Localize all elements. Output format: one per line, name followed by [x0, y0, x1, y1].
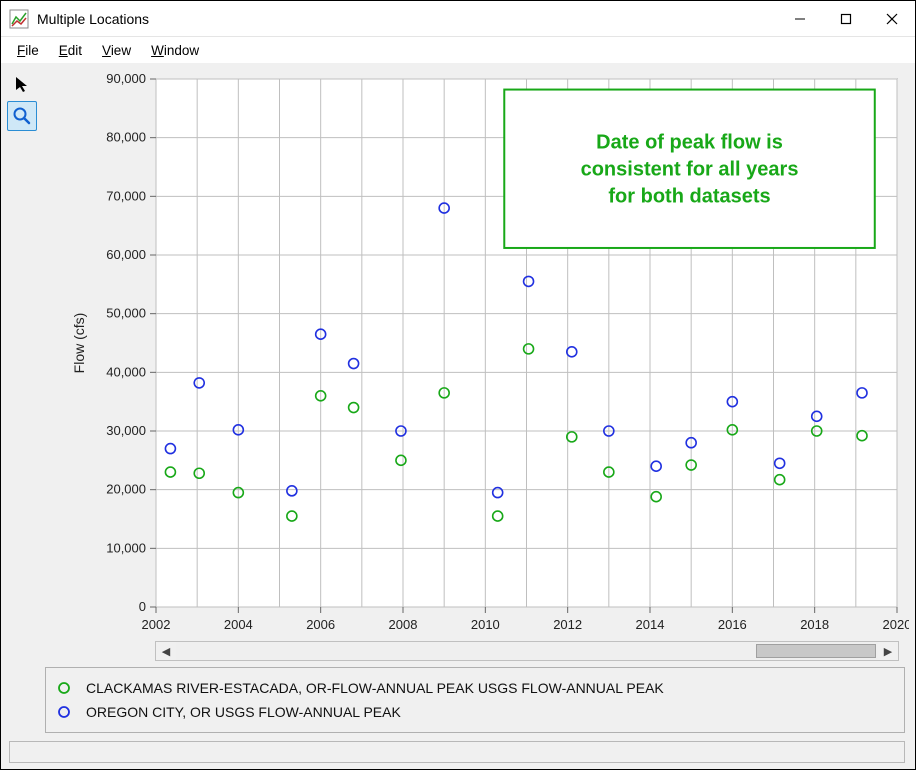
svg-text:2014: 2014: [636, 617, 665, 632]
menu-file[interactable]: File: [7, 41, 49, 60]
menu-window[interactable]: Window: [141, 41, 209, 60]
legend-panel: CLACKAMAS RIVER-ESTACADA, OR-FLOW-ANNUAL…: [45, 667, 905, 733]
svg-text:10,000: 10,000: [106, 540, 146, 555]
svg-text:70,000: 70,000: [106, 188, 146, 203]
svg-text:2006: 2006: [306, 617, 335, 632]
svg-text:0: 0: [139, 599, 146, 614]
svg-text:2004: 2004: [224, 617, 253, 632]
legend-item-oregoncity[interactable]: OREGON CITY, OR USGS FLOW-ANNUAL PEAK: [56, 700, 894, 724]
svg-text:2020: 2020: [883, 617, 909, 632]
maximize-button[interactable]: [823, 1, 869, 37]
legend-item-clackamas[interactable]: CLACKAMAS RIVER-ESTACADA, OR-FLOW-ANNUAL…: [56, 676, 894, 700]
scroll-right-arrow-icon[interactable]: ▶: [878, 642, 898, 660]
callout-text: for both datasets: [608, 185, 770, 207]
window-title: Multiple Locations: [37, 11, 777, 27]
minimize-button[interactable]: [777, 1, 823, 37]
svg-text:80,000: 80,000: [106, 130, 146, 145]
close-button[interactable]: [869, 1, 915, 37]
menu-edit[interactable]: Edit: [49, 41, 92, 60]
scroll-left-arrow-icon[interactable]: ◀: [156, 642, 176, 660]
svg-text:50,000: 50,000: [106, 306, 146, 321]
svg-text:2008: 2008: [389, 617, 418, 632]
callout-text: consistent for all years: [581, 158, 799, 180]
svg-text:2012: 2012: [553, 617, 582, 632]
zoom-tool-button[interactable]: [7, 101, 37, 131]
legend-label: OREGON CITY, OR USGS FLOW-ANNUAL PEAK: [86, 704, 401, 720]
menubar: FileEditViewWindow: [1, 37, 915, 63]
legend-label: CLACKAMAS RIVER-ESTACADA, OR-FLOW-ANNUAL…: [86, 680, 664, 696]
svg-text:60,000: 60,000: [106, 247, 146, 262]
left-toolbar: [5, 67, 41, 661]
app-window: Multiple Locations FileEditViewWindow: [0, 0, 916, 770]
svg-text:40,000: 40,000: [106, 364, 146, 379]
svg-text:2002: 2002: [142, 617, 171, 632]
svg-text:30,000: 30,000: [106, 423, 146, 438]
callout-box: Date of peak flow is consistent for all y…: [504, 90, 875, 248]
svg-text:2010: 2010: [471, 617, 500, 632]
callout-text: Date of peak flow is: [596, 131, 783, 153]
scroll-thumb[interactable]: [756, 644, 876, 658]
svg-text:2018: 2018: [800, 617, 829, 632]
plot-container: 0 10,000 20,000 30,000 40,000 50,000 60,000 70,…: [41, 67, 909, 661]
menu-view[interactable]: View: [92, 41, 141, 60]
status-bar: [9, 741, 905, 763]
svg-text:Flow (cfs): Flow (cfs): [71, 313, 87, 374]
horizontal-scrollbar[interactable]: ◀ ▶: [155, 641, 899, 661]
titlebar: Multiple Locations: [1, 1, 915, 37]
scroll-track[interactable]: [176, 642, 878, 660]
svg-text:2016: 2016: [718, 617, 747, 632]
legend-marker-icon: [56, 704, 72, 720]
legend-marker-icon: [56, 680, 72, 696]
svg-text:90,000: 90,000: [106, 71, 146, 86]
svg-text:20,000: 20,000: [106, 482, 146, 497]
chart-panel[interactable]: 0 10,000 20,000 30,000 40,000 50,000 60,000 70,…: [41, 67, 909, 641]
window-controls: [777, 1, 915, 37]
client-area: 0 10,000 20,000 30,000 40,000 50,000 60,000 70,…: [1, 63, 915, 769]
scatter-chart[interactable]: 0 10,000 20,000 30,000 40,000 50,000 60,000 70,…: [41, 67, 909, 641]
pointer-tool-button[interactable]: [7, 69, 37, 99]
chart-app-icon: [9, 9, 29, 29]
